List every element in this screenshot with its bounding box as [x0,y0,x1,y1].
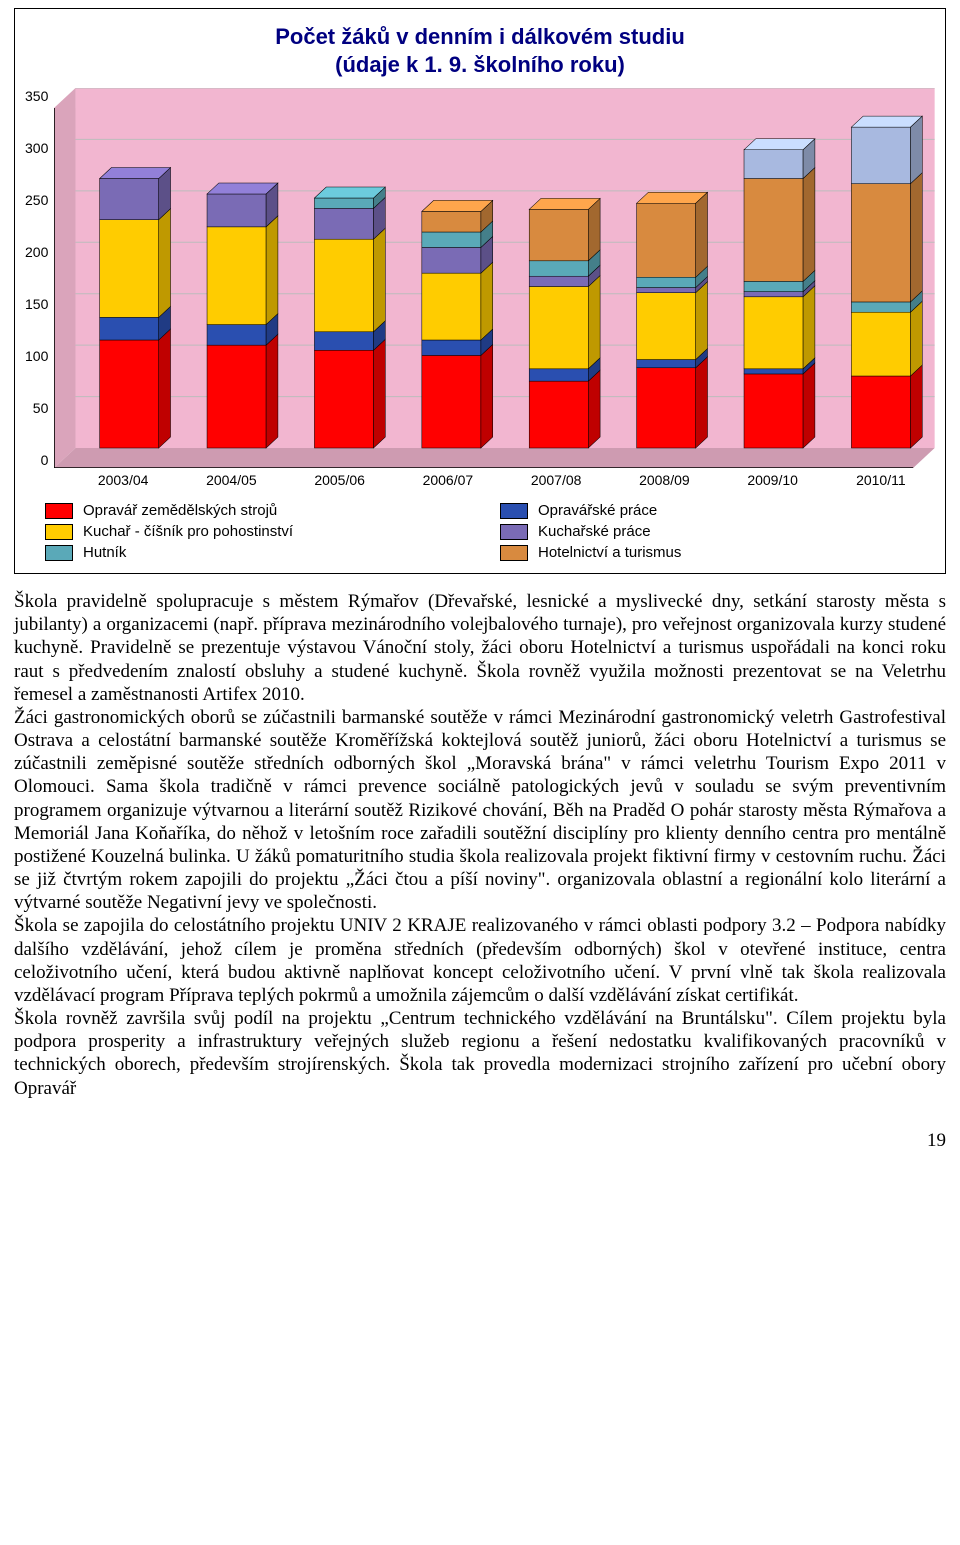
legend-label: Hotelnictví a turismus [538,544,681,561]
legend-label: Hutník [83,544,126,561]
x-axis: 2003/042004/052005/062006/072007/082008/… [69,468,935,488]
chart-legend: Opravář zemědělských strojů Opravářské pr… [45,502,915,561]
page-number: 19 [14,1130,946,1152]
legend-swatch [500,524,528,540]
legend-swatch [500,545,528,561]
y-tick: 50 [33,400,49,416]
chart-title-line1: Počet žáků v denním i dálkovém studiu [275,24,685,49]
legend-swatch [45,545,73,561]
legend-item: Kuchař - číšník pro pohostinství [45,523,460,540]
legend-swatch [45,524,73,540]
paragraph: Škola rovněž završila svůj podíl na proj… [14,1007,946,1100]
legend-item: Kuchařské práce [500,523,915,540]
body-text: Škola pravidelně spolupracuje s městem R… [14,590,946,1100]
legend-swatch [45,503,73,519]
y-axis: 350 300 250 200 150 100 50 0 [25,88,54,468]
x-tick: 2010/11 [827,468,935,488]
y-tick: 250 [25,192,48,208]
legend-item: Opravář zemědělských strojů [45,502,460,519]
chart-container: Počet žáků v denním i dálkovém studiu (ú… [14,8,946,574]
chart-plot [54,88,935,468]
x-tick: 2009/10 [719,468,827,488]
y-tick: 100 [25,348,48,364]
paragraph: Žáci gastronomických oborů se zúčastnili… [14,706,946,915]
legend-item: Hutník [45,544,460,561]
x-tick: 2003/04 [69,468,177,488]
chart-title: Počet žáků v denním i dálkovém studiu (ú… [25,23,935,78]
x-tick: 2006/07 [394,468,502,488]
chart-title-line2: (údaje k 1. 9. školního roku) [335,52,625,77]
legend-item: Hotelnictví a turismus [500,544,915,561]
x-tick: 2004/05 [177,468,285,488]
paragraph: Škola se zapojila do celostátního projek… [14,914,946,1007]
y-tick: 200 [25,244,48,260]
legend-label: Opravář zemědělských strojů [83,502,277,519]
legend-label: Opravářské práce [538,502,657,519]
paragraph: Škola pravidelně spolupracuje s městem R… [14,590,946,706]
legend-item: Opravářské práce [500,502,915,519]
y-tick: 0 [41,452,49,468]
y-tick: 150 [25,296,48,312]
y-tick: 300 [25,140,48,156]
legend-label: Kuchař - číšník pro pohostinství [83,523,293,540]
x-tick: 2005/06 [286,468,394,488]
legend-swatch [500,503,528,519]
x-tick: 2008/09 [610,468,718,488]
y-tick: 350 [25,88,48,104]
legend-label: Kuchařské práce [538,523,651,540]
x-tick: 2007/08 [502,468,610,488]
